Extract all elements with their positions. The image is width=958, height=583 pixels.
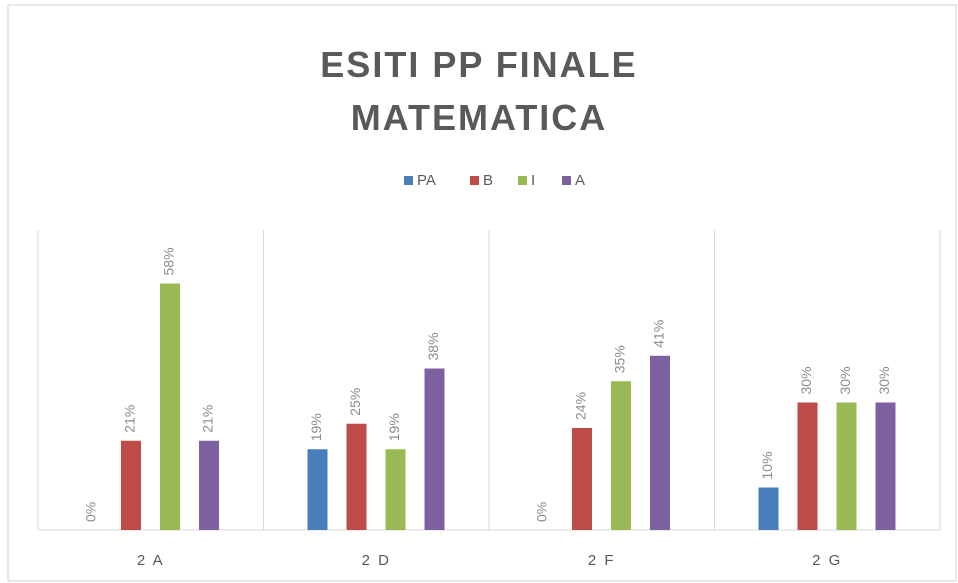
data-label: 25%: [347, 388, 363, 416]
legend-label: I: [531, 172, 535, 189]
bar: [758, 487, 779, 530]
legend-swatch: [518, 176, 527, 185]
bar: [797, 402, 818, 530]
bar: [611, 381, 631, 530]
x-tick-label: 2 D: [362, 552, 391, 569]
bar: [307, 449, 328, 530]
data-label: 24%: [573, 392, 589, 420]
bar: [875, 402, 896, 530]
data-label: 30%: [837, 366, 853, 394]
data-label: 58%: [161, 247, 177, 275]
x-tick-label: 2 A: [137, 552, 165, 569]
legend-label: PA: [417, 172, 436, 189]
bar: [650, 355, 670, 530]
data-label: 0%: [83, 502, 99, 522]
bar: [346, 423, 367, 530]
legend-swatch: [470, 176, 479, 185]
chart-title: ESITI PP FINALE MATEMATICA: [320, 44, 638, 138]
bar: [836, 402, 857, 530]
legend-swatch: [404, 176, 413, 185]
legend-label: B: [483, 172, 493, 189]
bar: [572, 428, 592, 530]
data-label: 35%: [612, 345, 628, 373]
legend-label: A: [575, 172, 585, 189]
data-label: 21%: [200, 405, 216, 433]
data-label: 10%: [759, 451, 775, 479]
data-label: 19%: [386, 413, 402, 441]
data-label: 19%: [308, 413, 324, 441]
x-tick-label: 2 G: [812, 552, 842, 569]
bar: [199, 440, 219, 530]
bar: [424, 368, 445, 530]
x-tick-label: 2 F: [588, 552, 616, 569]
data-label: 30%: [876, 366, 892, 394]
bar: [160, 283, 180, 530]
data-label: 38%: [425, 332, 441, 360]
data-label: 41%: [651, 320, 667, 348]
data-label: 0%: [534, 502, 550, 522]
legend-swatch: [562, 176, 571, 185]
bar: [385, 449, 406, 530]
bar: [121, 440, 141, 530]
data-label: 21%: [122, 405, 138, 433]
data-label: 30%: [798, 366, 814, 394]
chart-border: [7, 4, 957, 582]
